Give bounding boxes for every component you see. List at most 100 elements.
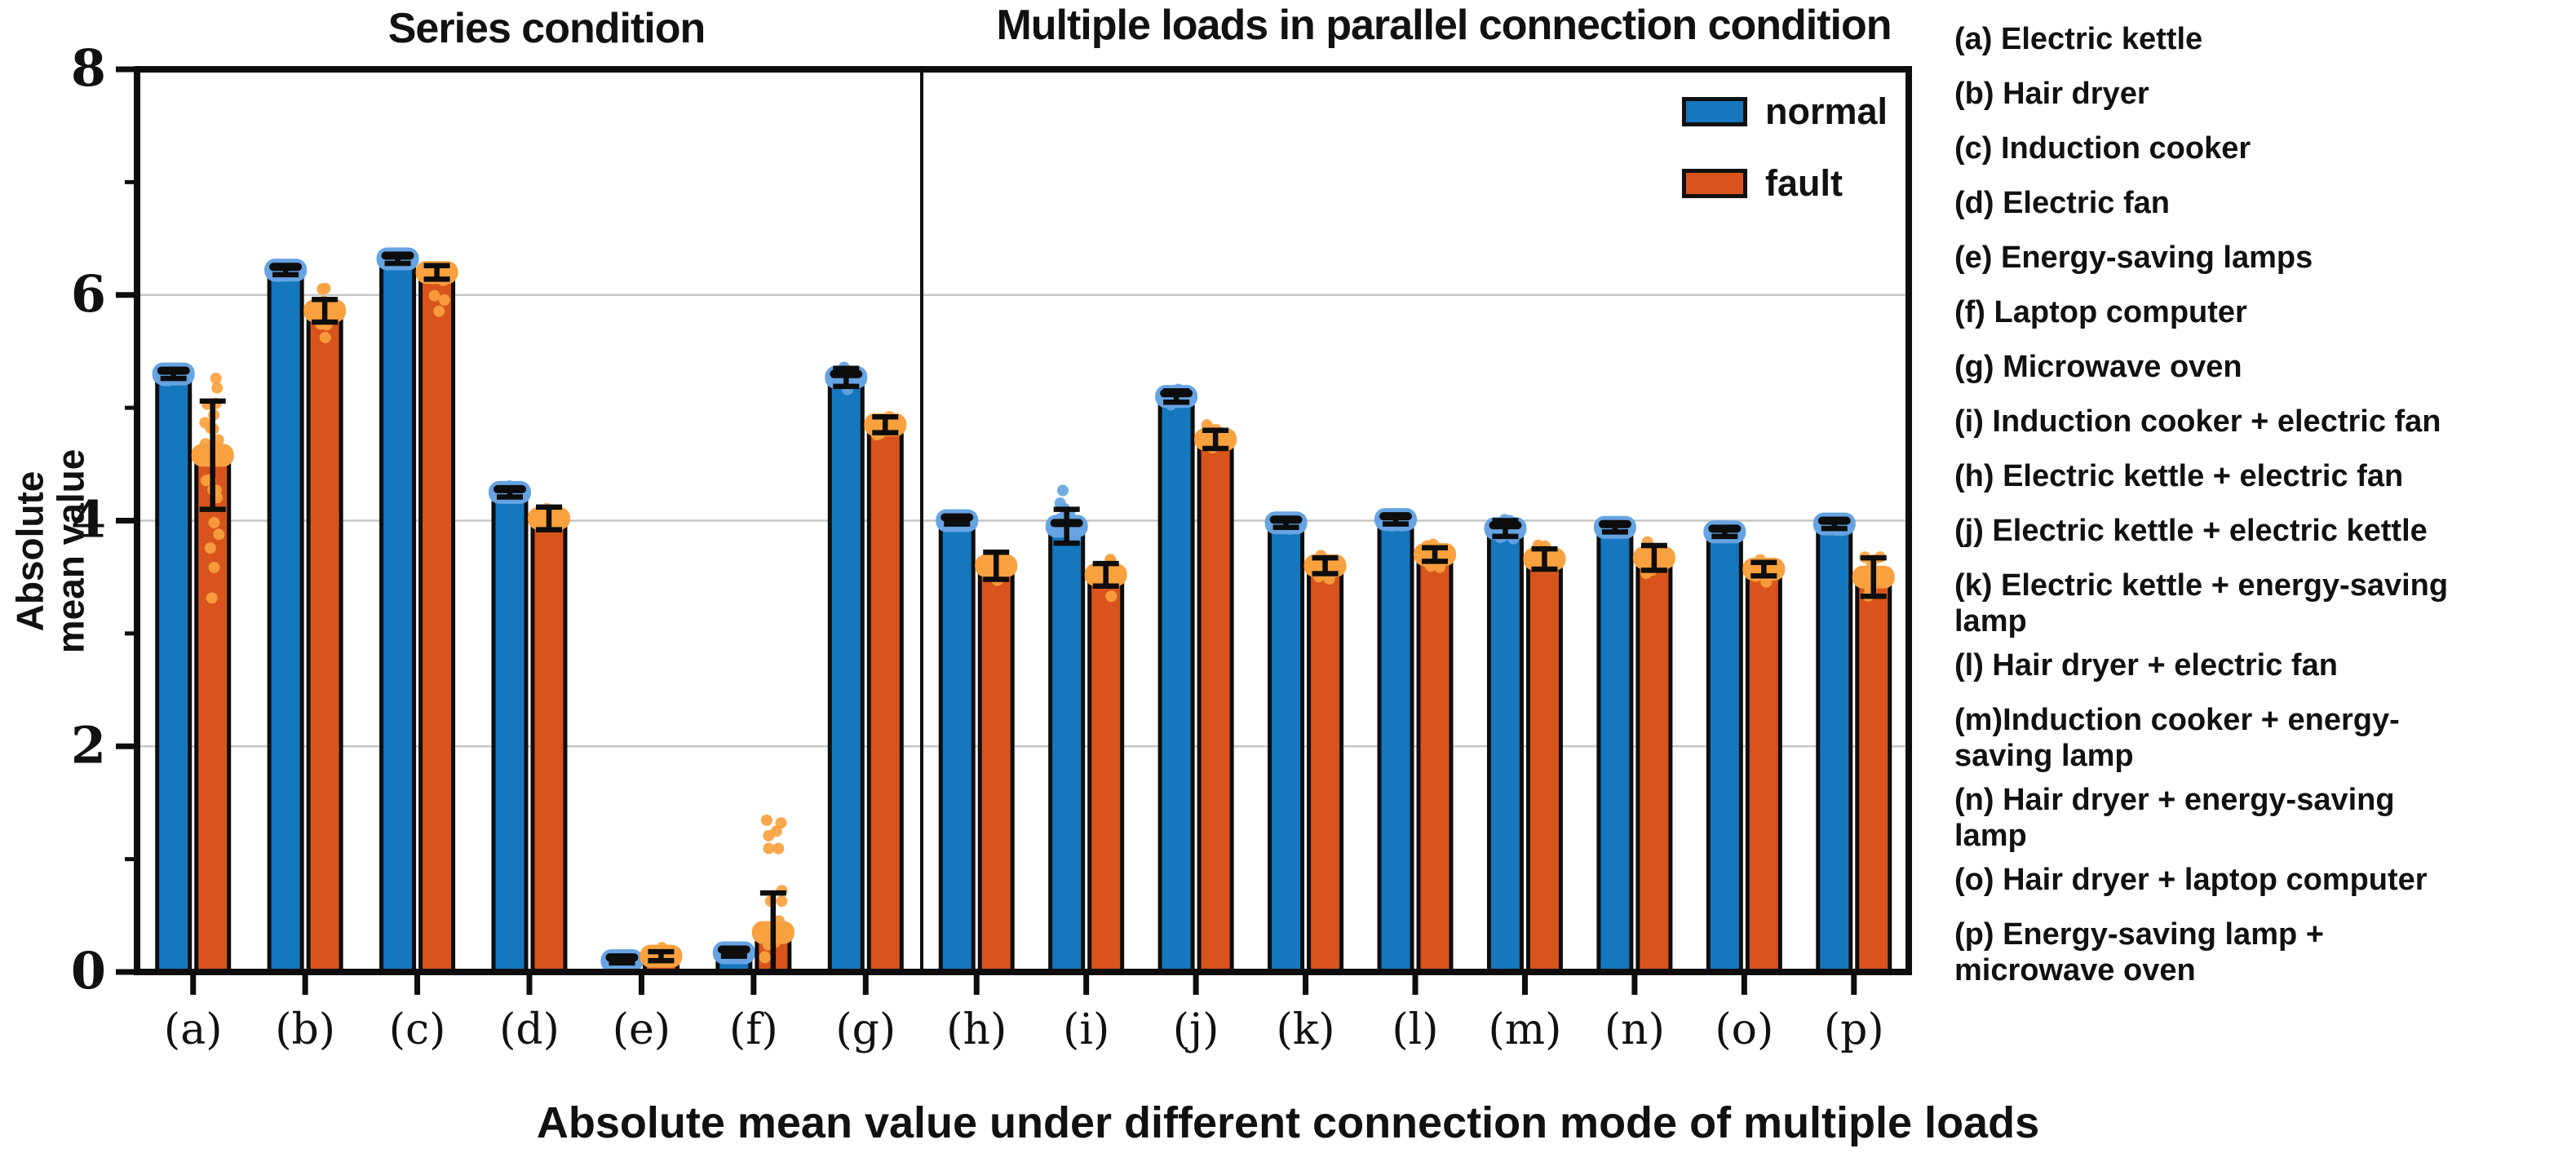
bar-fault-(d)	[530, 516, 568, 974]
bar-fault-(g)	[866, 422, 904, 974]
right-panel-title: Multiple loads in parallel connection co…	[996, 2, 1892, 49]
bar-normal-(c)	[379, 256, 417, 974]
device-legend-item: (a) Electric kettle	[1954, 22, 2203, 56]
legend-swatch-fault	[1682, 169, 1747, 198]
x-tick-label: (c)	[389, 1005, 446, 1054]
bar-normal-(i)	[1048, 523, 1086, 974]
device-legend-list: (a) Electric kettle (b) Hair dryer (c) Ind…	[1954, 21, 2576, 996]
x-tick-label: (h)	[946, 1005, 1007, 1054]
bar-fault-(m)	[1525, 557, 1563, 974]
bar-normal-(b)	[267, 267, 304, 974]
device-legend-item: (o) Hair dryer + laptop computer	[1954, 863, 2428, 897]
y-tick-label: 0	[71, 941, 106, 1001]
error-bar-fault-(m)	[1531, 546, 1558, 572]
error-bar-normal-(h)	[944, 515, 971, 527]
error-bar-normal-(l)	[1383, 512, 1409, 527]
y-tick-label: 2	[71, 715, 106, 775]
device-legend-item: (d) Electric fan	[1954, 186, 2170, 220]
device-legend-item: (i) Induction cooker + electric fan	[1954, 404, 2441, 439]
figure-caption: Absolute mean value under different conn…	[536, 1098, 2040, 1147]
x-tick-label: (p)	[1824, 1005, 1884, 1054]
error-bar-fault-(d)	[536, 504, 562, 532]
legend-label-normal: normal	[1765, 91, 1888, 132]
bar-fault-(p)	[1855, 575, 1892, 974]
bar-normal-(m)	[1486, 526, 1524, 974]
error-bar-fault-(n)	[1640, 542, 1667, 573]
error-bar-normal-(c)	[384, 251, 411, 267]
bar-normal-(j)	[1157, 394, 1195, 974]
device-legend-item: (l) Hair dryer + electric fan	[1954, 648, 2338, 682]
error-bar-fault-(e)	[648, 948, 675, 964]
y-tick-label: 8	[71, 38, 106, 98]
x-tick-label: (m)	[1488, 1005, 1561, 1054]
x-tick-label: (o)	[1715, 1005, 1773, 1054]
legend-swatch-normal	[1682, 97, 1747, 126]
error-bar-normal-(g)	[833, 365, 860, 390]
device-legend-item: (e) Energy-saving lamps	[1954, 241, 2313, 275]
bar-normal-(d)	[491, 490, 529, 974]
x-tick-label: (i)	[1063, 1005, 1109, 1054]
x-tick-label: (d)	[499, 1005, 560, 1054]
device-legend-item: (g) Microwave oven	[1954, 350, 2242, 384]
bar-fault-(h)	[977, 563, 1015, 974]
bar-normal-(k)	[1268, 520, 1305, 974]
x-tick-label: (l)	[1392, 1005, 1438, 1054]
bar-chart-svg: 0 2 4 6 8 (a) (b) (c) (d) (e) (f) (g) (h) (i) (j) (k) (l…	[71, 38, 1912, 1054]
bar-normal-(l)	[1377, 517, 1414, 974]
error-bar-fault-(j)	[1202, 427, 1229, 452]
error-bar-fault-(p)	[1860, 554, 1887, 599]
device-legend-item: (b) Hair dryer	[1954, 77, 2149, 111]
bar-normal-(p)	[1816, 522, 1853, 974]
device-legend-item: (m)Induction cooker + energy-saving lamp	[1954, 703, 2400, 773]
error-bar-fault-(a)	[199, 398, 226, 512]
error-bar-normal-(d)	[497, 485, 523, 500]
error-bar-fault-(k)	[1312, 554, 1339, 576]
error-bar-normal-(f)	[720, 947, 747, 959]
error-bar-fault-(h)	[983, 549, 1010, 582]
bar-fault-(b)	[306, 308, 343, 974]
error-bar-normal-(a)	[160, 366, 187, 382]
device-legend-item: (c) Induction cooker	[1954, 131, 2251, 166]
x-tick-label: (n)	[1604, 1005, 1665, 1054]
error-bar-normal-(e)	[609, 956, 635, 966]
x-tick-label: (f)	[729, 1005, 778, 1054]
legend-row-fault: fault	[1682, 162, 1843, 204]
x-tick-label: (a)	[164, 1005, 223, 1054]
error-bar-normal-(o)	[1711, 524, 1738, 540]
x-tick-label: (g)	[835, 1005, 896, 1054]
y-tick-label: 4	[71, 490, 106, 550]
error-bar-normal-(b)	[272, 263, 299, 278]
legend-label-fault: fault	[1765, 162, 1843, 204]
error-bar-normal-(p)	[1821, 516, 1848, 532]
error-bar-normal-(k)	[1273, 515, 1299, 531]
y-tick-label: 6	[71, 264, 106, 324]
error-bar-fault-(i)	[1092, 560, 1119, 590]
error-bar-fault-(g)	[872, 413, 899, 435]
x-tick-label: (b)	[275, 1005, 335, 1054]
bar-fault-(n)	[1635, 555, 1673, 974]
device-legend-item: (k) Electric kettle + energy-saving lamp	[1954, 568, 2449, 638]
bar-fault-(j)	[1197, 437, 1234, 974]
bar-fault-(l)	[1416, 552, 1454, 974]
x-tick-label: (j)	[1173, 1005, 1219, 1054]
bar-normal-(a)	[155, 372, 193, 974]
bar-fault-(k)	[1307, 563, 1344, 974]
y-axis-label: Absolute mean value	[8, 448, 91, 654]
error-bar-fault-(b)	[312, 297, 339, 325]
bar-fault-(o)	[1745, 567, 1782, 974]
bar-fault-(i)	[1087, 572, 1125, 974]
error-bar-fault-(c)	[423, 263, 450, 282]
left-panel-title: Series condition	[387, 5, 706, 52]
device-legend-item: (j) Electric kettle + electric kettle	[1954, 514, 2428, 548]
bar-normal-(h)	[938, 519, 976, 974]
x-tick-label: (e)	[613, 1005, 671, 1054]
error-bar-fault-(o)	[1751, 559, 1777, 579]
error-bar-normal-(j)	[1163, 388, 1190, 405]
error-bar-normal-(i)	[1053, 506, 1080, 546]
x-tick-label: (k)	[1277, 1005, 1335, 1054]
device-legend-item: (n) Hair dryer + energy-saving lamp	[1954, 783, 2395, 853]
bar-normal-(o)	[1706, 529, 1743, 974]
bar-normal-(n)	[1596, 525, 1634, 974]
bar-fault-(c)	[418, 270, 456, 974]
error-bar-normal-(n)	[1601, 520, 1628, 535]
